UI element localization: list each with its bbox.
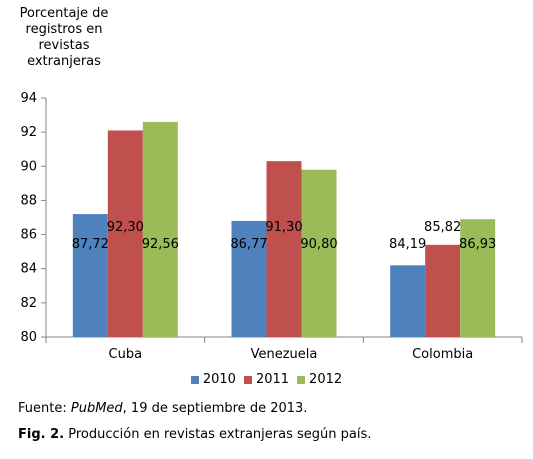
bar-2010-colombia xyxy=(390,265,426,337)
legend-label: 2012 xyxy=(309,372,343,387)
y-tick-label: 92 xyxy=(20,125,37,140)
chart-bars xyxy=(72,121,496,338)
bar-2011-venezuela xyxy=(266,161,302,337)
data-label: 92,30 xyxy=(107,220,144,235)
caption-text: Producción en revistas extranjeras según… xyxy=(64,427,372,442)
data-label: 90,80 xyxy=(300,237,337,252)
caption-label: Fig. 2. xyxy=(18,427,65,442)
legend-item-2012: 2012 xyxy=(297,372,342,387)
data-label: 85,82 xyxy=(424,220,461,235)
y-tick-label: 90 xyxy=(20,159,37,174)
bar-2010-venezuela xyxy=(231,220,267,337)
bar-2011-cuba xyxy=(107,130,143,337)
bar-2012-colombia xyxy=(460,219,496,337)
data-label: 86,93 xyxy=(459,237,496,252)
legend-swatch xyxy=(190,375,199,384)
legend-swatch xyxy=(243,375,252,384)
data-label: 84,19 xyxy=(389,237,426,252)
x-tick-label: Cuba xyxy=(109,347,143,362)
legend-label: 2010 xyxy=(202,372,236,387)
legend-item-2011: 2011 xyxy=(243,372,290,387)
chart-legend: 2010 2011 2012 xyxy=(0,372,533,388)
source-note: Fuente: PubMed, 19 de septiembre de 2013… xyxy=(18,401,307,416)
bar-chart: 80 82 84 86 88 90 92 94 Cuba Venezuela Colombia 87… xyxy=(20,91,523,362)
bar-2011-colombia xyxy=(425,244,461,337)
chart-data-labels: 87,72 92,30 92,56 86,77 91,30 90,80 84,19 85,82… xyxy=(72,220,497,252)
x-tick-label: Venezuela xyxy=(251,347,318,362)
source-italic: PubMed xyxy=(70,401,123,416)
source-suffix: , 19 de septiembre de 2013. xyxy=(122,401,308,416)
bar-2010-cuba xyxy=(72,214,108,337)
x-tick-label: Colombia xyxy=(412,347,473,362)
y-tick-label: 88 xyxy=(20,193,37,208)
source-prefix: Fuente: xyxy=(18,401,71,416)
legend-swatch xyxy=(297,375,306,384)
legend-item-2010: 2010 xyxy=(190,372,236,387)
data-label: 92,56 xyxy=(142,237,179,252)
y-tick-label: 86 xyxy=(20,228,37,243)
y-tick-label: 80 xyxy=(20,330,37,345)
data-label: 87,72 xyxy=(72,237,109,252)
figure-caption: Fig. 2. Producción en revistas extranjer… xyxy=(18,427,371,442)
bar-2012-cuba xyxy=(142,121,178,338)
y-tick-label: 84 xyxy=(20,262,37,277)
y-tick-label: 94 xyxy=(20,91,37,106)
y-tick-label: 82 xyxy=(20,296,37,311)
data-label: 91,30 xyxy=(265,220,302,235)
legend-label: 2011 xyxy=(255,372,290,387)
y-axis-title: Porcentaje de registros en revistas extr… xyxy=(19,6,109,69)
data-label: 86,77 xyxy=(230,237,267,252)
bar-2012-venezuela xyxy=(301,169,337,337)
chart-axes: 80 82 84 86 88 90 92 94 Cuba Venezuela Colombia xyxy=(20,91,523,362)
